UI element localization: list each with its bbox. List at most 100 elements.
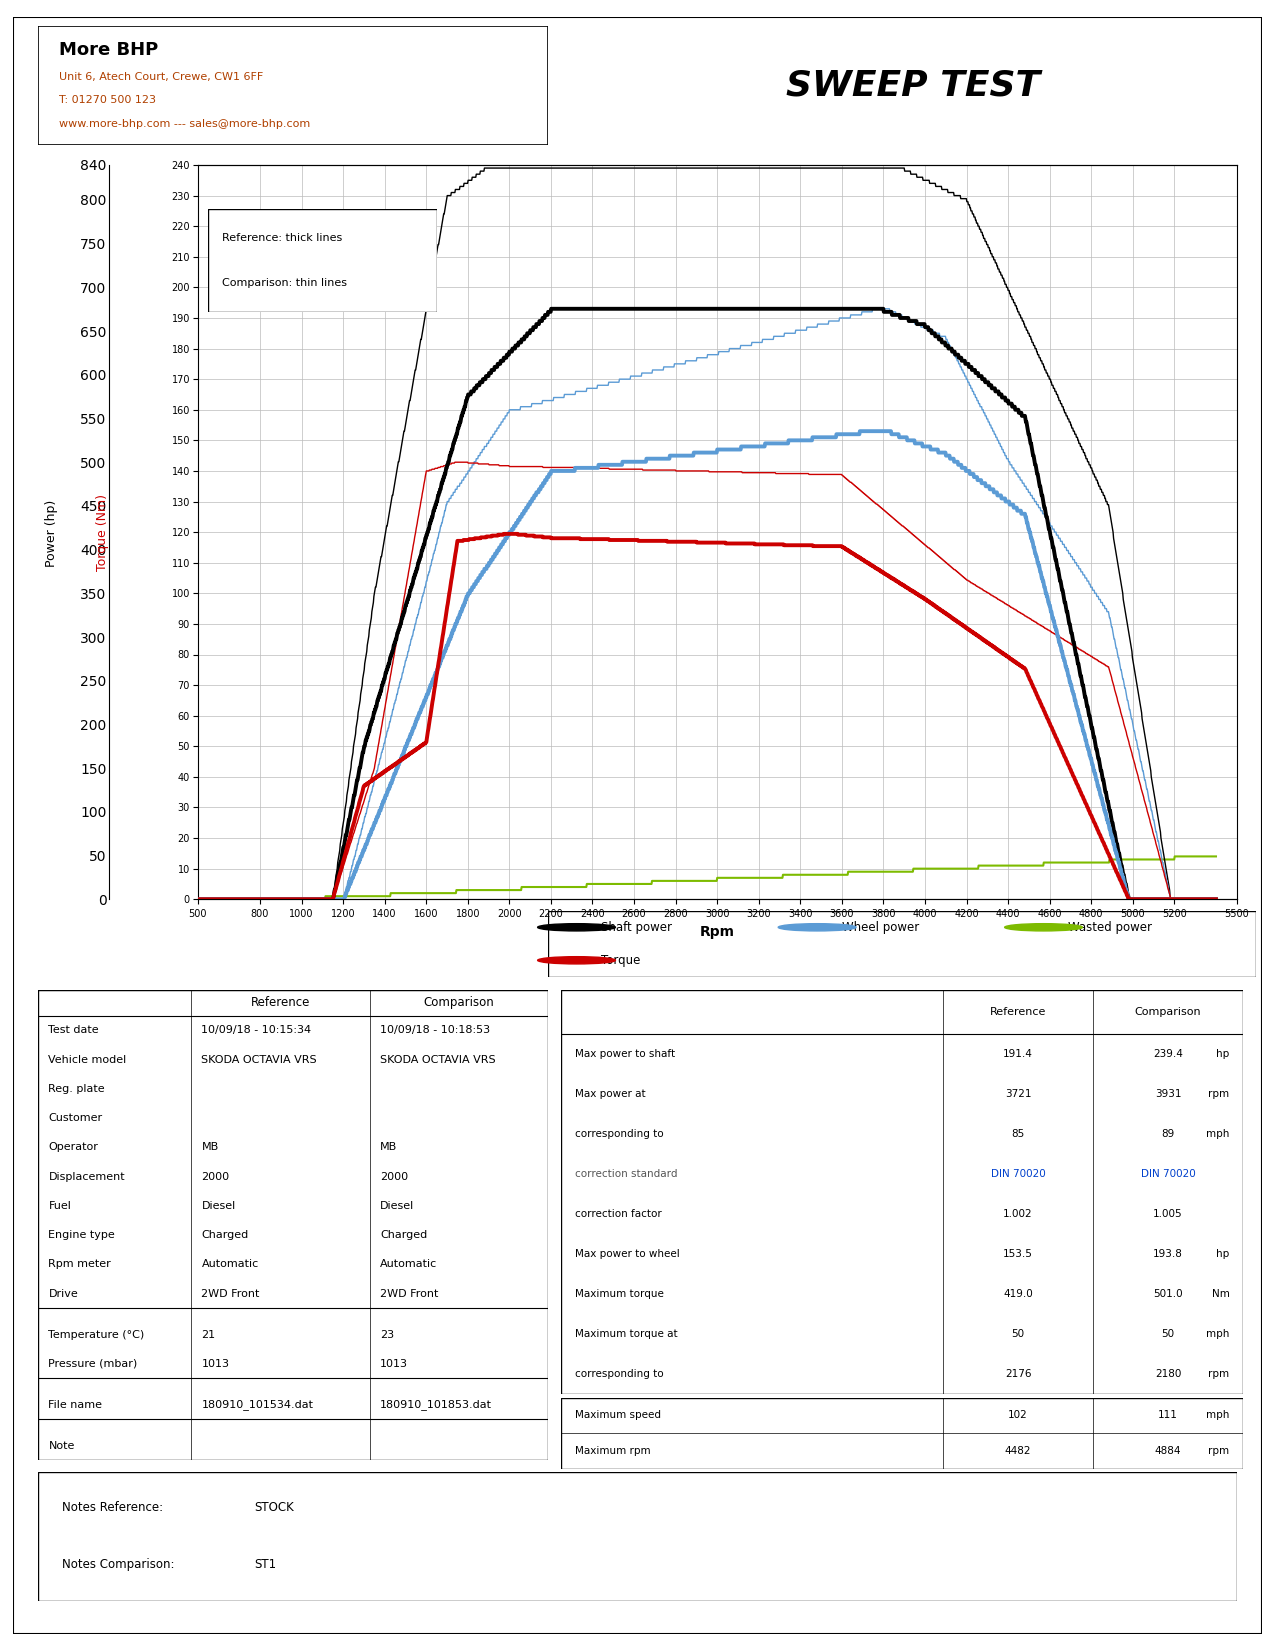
Text: Diesel: Diesel xyxy=(380,1201,414,1211)
Text: Test date: Test date xyxy=(48,1026,99,1036)
Text: corresponding to: corresponding to xyxy=(575,1370,663,1379)
Text: 2176: 2176 xyxy=(1005,1370,1031,1379)
Text: 50: 50 xyxy=(1162,1330,1174,1340)
Text: 180910_101534.dat: 180910_101534.dat xyxy=(201,1399,314,1411)
Text: Charged: Charged xyxy=(380,1231,427,1241)
Text: mph: mph xyxy=(1206,1129,1229,1140)
Text: SWEEP TEST: SWEEP TEST xyxy=(785,69,1040,102)
Text: Pressure (mbar): Pressure (mbar) xyxy=(48,1358,138,1369)
Text: Customer: Customer xyxy=(48,1114,102,1124)
Text: Maximum torque: Maximum torque xyxy=(575,1289,663,1299)
Text: Charged: Charged xyxy=(201,1231,249,1241)
Text: 180910_101853.dat: 180910_101853.dat xyxy=(380,1399,492,1411)
Circle shape xyxy=(538,924,616,931)
Text: Nm: Nm xyxy=(1211,1289,1229,1299)
Text: 23: 23 xyxy=(380,1330,394,1340)
Text: DIN 70020: DIN 70020 xyxy=(991,1170,1046,1180)
Text: Torque (Nm): Torque (Nm) xyxy=(96,495,108,571)
Text: 1.005: 1.005 xyxy=(1154,1209,1183,1219)
Text: Diesel: Diesel xyxy=(201,1201,236,1211)
Text: Maximum rpm: Maximum rpm xyxy=(575,1445,650,1455)
Text: 10/09/18 - 10:18:53: 10/09/18 - 10:18:53 xyxy=(380,1026,490,1036)
Text: T: 01270 500 123: T: 01270 500 123 xyxy=(59,96,156,106)
Text: SKODA OCTAVIA VRS: SKODA OCTAVIA VRS xyxy=(201,1054,317,1064)
Text: 2000: 2000 xyxy=(201,1172,229,1181)
Text: correction factor: correction factor xyxy=(575,1209,662,1219)
Text: hp: hp xyxy=(1216,1249,1229,1259)
Text: correction standard: correction standard xyxy=(575,1170,677,1180)
Text: 21: 21 xyxy=(201,1330,215,1340)
Text: Comparison: Comparison xyxy=(423,997,495,1010)
Text: www.more-bhp.com --- sales@more-bhp.com: www.more-bhp.com --- sales@more-bhp.com xyxy=(59,119,310,129)
Text: Maximum speed: Maximum speed xyxy=(575,1411,660,1421)
Text: Power (hp): Power (hp) xyxy=(45,500,57,566)
Text: More BHP: More BHP xyxy=(59,41,158,59)
Text: MB: MB xyxy=(201,1142,219,1152)
Text: 85: 85 xyxy=(1011,1129,1025,1140)
Text: 2180: 2180 xyxy=(1155,1370,1181,1379)
Text: STOCK: STOCK xyxy=(254,1502,293,1515)
Text: Engine type: Engine type xyxy=(48,1231,115,1241)
Text: Comparison: Comparison xyxy=(1135,1006,1201,1018)
Text: Rpm meter: Rpm meter xyxy=(48,1259,111,1269)
Text: Temperature (°C): Temperature (°C) xyxy=(48,1330,144,1340)
Text: mph: mph xyxy=(1206,1330,1229,1340)
Text: 4482: 4482 xyxy=(1005,1445,1031,1455)
Text: 239.4: 239.4 xyxy=(1153,1049,1183,1059)
Text: Automatic: Automatic xyxy=(201,1259,259,1269)
Text: corresponding to: corresponding to xyxy=(575,1129,663,1140)
Text: 1013: 1013 xyxy=(201,1358,229,1369)
Text: Max power at: Max power at xyxy=(575,1089,645,1099)
Text: 1013: 1013 xyxy=(380,1358,408,1369)
Text: Note: Note xyxy=(48,1440,75,1450)
Text: Notes Reference:: Notes Reference: xyxy=(62,1502,163,1515)
Text: SKODA OCTAVIA VRS: SKODA OCTAVIA VRS xyxy=(380,1054,496,1064)
Text: 111: 111 xyxy=(1158,1411,1178,1421)
Text: 10/09/18 - 10:15:34: 10/09/18 - 10:15:34 xyxy=(201,1026,311,1036)
Text: MB: MB xyxy=(380,1142,398,1152)
Circle shape xyxy=(778,924,856,931)
Text: 153.5: 153.5 xyxy=(1003,1249,1033,1259)
Text: Notes Comparison:: Notes Comparison: xyxy=(62,1558,175,1571)
Text: 1.002: 1.002 xyxy=(1003,1209,1033,1219)
Text: 3721: 3721 xyxy=(1005,1089,1031,1099)
Text: Max power to wheel: Max power to wheel xyxy=(575,1249,680,1259)
Text: 3931: 3931 xyxy=(1155,1089,1182,1099)
Text: Reference: Reference xyxy=(251,997,310,1010)
Text: rpm: rpm xyxy=(1209,1089,1229,1099)
Circle shape xyxy=(1005,924,1082,931)
Text: 2000: 2000 xyxy=(380,1172,408,1181)
Text: 193.8: 193.8 xyxy=(1153,1249,1183,1259)
Text: Wheel power: Wheel power xyxy=(842,921,919,934)
Text: Reference: Reference xyxy=(989,1006,1047,1018)
Text: Shaft power: Shaft power xyxy=(602,921,672,934)
Text: Maximum torque at: Maximum torque at xyxy=(575,1330,677,1340)
Text: 4884: 4884 xyxy=(1155,1445,1182,1455)
Text: File name: File name xyxy=(48,1399,102,1409)
Text: Vehicle model: Vehicle model xyxy=(48,1054,126,1064)
Text: 419.0: 419.0 xyxy=(1003,1289,1033,1299)
Text: Unit 6, Atech Court, Crewe, CW1 6FF: Unit 6, Atech Court, Crewe, CW1 6FF xyxy=(59,71,263,81)
Text: rpm: rpm xyxy=(1209,1370,1229,1379)
Text: 50: 50 xyxy=(1011,1330,1025,1340)
X-axis label: Rpm: Rpm xyxy=(700,924,734,939)
Text: 501.0: 501.0 xyxy=(1154,1289,1183,1299)
Text: Max power to shaft: Max power to shaft xyxy=(575,1049,674,1059)
Text: Fuel: Fuel xyxy=(48,1201,71,1211)
Text: Displacement: Displacement xyxy=(48,1172,125,1181)
Text: Automatic: Automatic xyxy=(380,1259,437,1269)
Text: ST1: ST1 xyxy=(254,1558,277,1571)
Text: Torque: Torque xyxy=(602,954,641,967)
Text: Reg. plate: Reg. plate xyxy=(48,1084,105,1094)
Text: 2WD Front: 2WD Front xyxy=(201,1289,260,1299)
Text: Operator: Operator xyxy=(48,1142,98,1152)
Text: Drive: Drive xyxy=(48,1289,78,1299)
Text: DIN 70020: DIN 70020 xyxy=(1141,1170,1196,1180)
Circle shape xyxy=(538,957,616,964)
Text: mph: mph xyxy=(1206,1411,1229,1421)
Text: 191.4: 191.4 xyxy=(1003,1049,1033,1059)
Text: 102: 102 xyxy=(1009,1411,1028,1421)
Text: hp: hp xyxy=(1216,1049,1229,1059)
Text: Wasted power: Wasted power xyxy=(1068,921,1153,934)
Text: rpm: rpm xyxy=(1209,1445,1229,1455)
